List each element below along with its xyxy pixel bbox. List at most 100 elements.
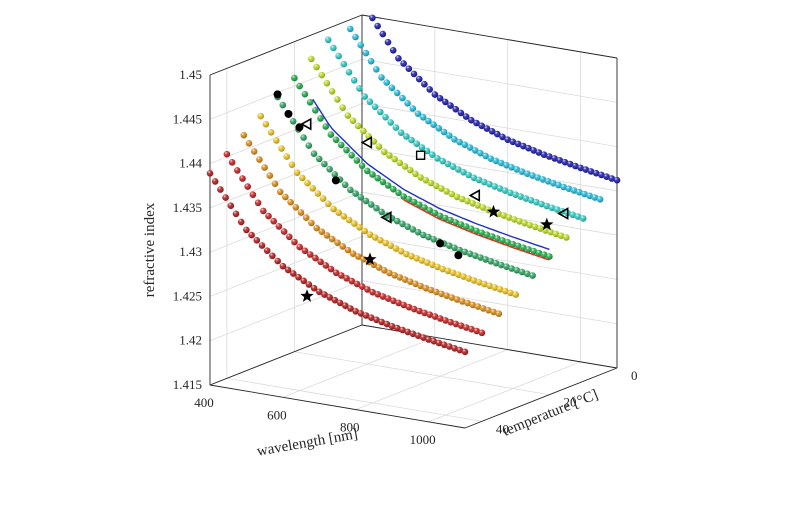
data-point-shine [546,153,553,160]
data-point-shine [373,204,380,212]
data-point-shine [494,235,501,242]
data-point-shine [232,210,240,218]
data-point-shine [572,162,579,170]
data-point-shine [445,132,453,139]
data-point-shine [416,307,423,315]
data-point-shine [423,259,431,266]
marker-star [540,217,554,231]
data-point-shine [516,218,523,225]
data-point-shine [534,174,541,181]
data-point-shine [377,108,384,116]
data-point-shine [380,148,388,156]
data-point-shine [217,186,224,193]
data-point-shine [462,113,470,120]
data-point-shine [457,109,465,117]
data-point-shine [486,180,493,188]
data-point-shine [356,85,363,92]
axes-box [209,14,618,429]
data-point-shine [447,102,454,109]
data-point-shine [339,243,347,250]
data-point-shine [465,275,473,282]
data-point-shine [457,221,465,228]
data-point-shine [292,204,300,211]
data-point-shine [318,71,326,79]
data-point-shine [478,122,486,130]
data-point-shine [317,258,324,266]
data-point-shine [395,189,402,197]
data-point-shine [485,306,492,314]
data-point-shine [460,168,467,176]
data-point-shine [395,55,402,62]
data-point-shine [400,301,408,309]
data-point-shine [248,231,255,239]
data-point-shine [345,68,353,76]
data-point-shine [429,261,436,269]
data-point-shine [426,86,434,93]
data-point-shine [305,142,313,149]
data-point-shine [396,159,404,167]
data-point-shine [442,214,449,222]
grid-line [209,103,363,164]
data-point-shine [521,219,528,227]
data-point-shine [404,328,412,336]
data-point-shine [399,94,406,102]
data-point-shine [282,193,289,201]
data-point-shine [535,149,543,156]
data-point-shine [473,327,481,335]
data-point-shine [426,311,434,319]
data-point-shine [569,211,577,219]
data-point-shine [354,122,362,130]
data-point-shine [423,147,431,155]
data-point-shine [608,175,616,182]
data-point-shine [393,217,401,225]
data-point-shine [415,75,423,83]
data-point-shine [340,213,348,220]
data-point-shine [321,291,328,298]
x-tick-label: 400 [194,395,214,410]
data-point-shine [291,238,298,246]
data-point-shine [448,294,456,301]
data-point-shine [352,190,359,197]
data-point-shine [300,277,308,285]
data-point-shine [502,287,509,295]
data-point-shine [591,194,599,201]
data-point-shine [436,95,444,102]
data-point-shine [508,164,515,171]
data-points [206,14,621,356]
data-point-shine [367,57,375,65]
data-point-shine [409,105,417,112]
data-point-shine [323,79,331,87]
data-point-shine [340,60,348,68]
data-point-shine [449,163,457,170]
data-point-shine [499,237,506,244]
marker-circle [436,239,445,248]
data-point-shine [524,270,531,278]
data-point-shine [531,223,539,231]
data-point-shine [375,143,383,150]
data-point-shine [477,149,484,157]
data-point-shine [357,41,365,49]
data-point-shine [518,168,526,175]
data-point-shine [228,159,236,166]
data-point-shine [382,113,389,121]
data-point-shine [401,163,409,170]
data-point-shine [551,155,558,162]
data-point-shine [468,325,475,333]
data-point-shine [334,239,341,246]
data-point-shine [576,188,583,196]
data-point-shine [508,265,515,272]
data-point-shine [262,120,270,128]
x-axis-label: wavelength [nm] [256,426,359,459]
data-point-shine [509,240,517,248]
data-point-shine [388,323,396,330]
data-point-shine [306,251,314,258]
data-point-shine [470,277,478,284]
data-point-shine [430,236,438,243]
data-point-shine [437,315,444,322]
data-point-shine [290,270,297,277]
data-point-shine [384,182,392,189]
data-point-shine [304,179,311,187]
data-point-shine [435,339,443,347]
data-point-shine [540,251,548,258]
z-tick-label: 1.445 [173,111,202,126]
